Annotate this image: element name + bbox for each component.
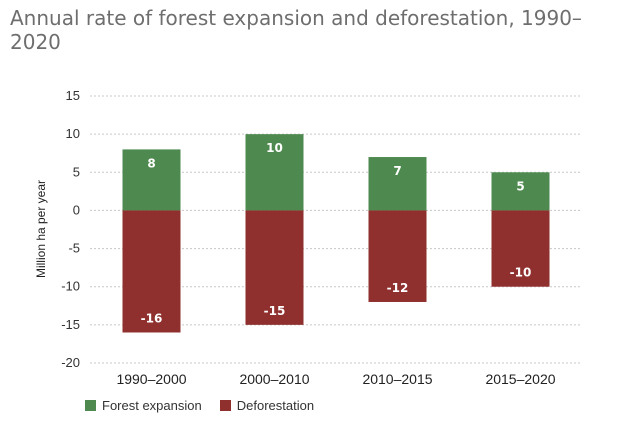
- y-tick-label: 10: [66, 126, 80, 141]
- y-axis-label: Million ha per year: [34, 180, 48, 278]
- data-label-deforestation: -10: [510, 266, 532, 280]
- legend-swatch-deforestation: [219, 400, 231, 411]
- x-category-label: 2000–2010: [239, 371, 309, 387]
- y-tick-label: -20: [61, 355, 80, 370]
- x-category-label: 1990–2000: [116, 371, 186, 387]
- bar-forest-expansion: [368, 157, 427, 211]
- chart-title: Annual rate of forest expansion and defo…: [10, 6, 582, 54]
- legend-swatch-forest-expansion: [85, 400, 96, 411]
- x-category-label: 2015–2020: [485, 371, 555, 387]
- data-label-forest-expansion: 10: [266, 141, 283, 155]
- x-category-label: 2010–2015: [362, 371, 432, 387]
- y-tick-label: 15: [66, 88, 80, 103]
- bar-forest-expansion: [491, 172, 550, 211]
- legend-item-forest-expansion: Forest expansion: [85, 398, 202, 413]
- data-label-forest-expansion: 8: [147, 156, 155, 170]
- legend-item-deforestation: Deforestation: [219, 398, 315, 413]
- bar-forest-expansion: [245, 134, 304, 211]
- y-tick-label: 0: [73, 202, 80, 217]
- y-tick-labels: 15 10 5 0 -5 -10 -15 -20: [61, 88, 80, 370]
- legend-label-deforestation: Deforestation: [236, 398, 315, 413]
- y-tick-label: -15: [61, 317, 80, 332]
- bar-deforestation: [245, 210, 304, 325]
- legend-label-forest-expansion: Forest expansion: [102, 398, 202, 413]
- data-label-deforestation: -12: [387, 281, 409, 295]
- y-tick-label: -10: [61, 279, 80, 294]
- data-label-forest-expansion: 7: [393, 164, 401, 178]
- data-label-deforestation: -15: [264, 304, 286, 318]
- data-label-deforestation: -16: [141, 311, 163, 325]
- legend: Forest expansion Deforestation: [85, 398, 314, 413]
- data-label-forest-expansion: 5: [516, 179, 524, 193]
- bar-deforestation: [491, 210, 550, 287]
- bar-deforestation: [122, 210, 181, 333]
- y-tick-label: 5: [73, 164, 80, 179]
- category-labels: 1990–2000 2000–2010 2010–2015 2015–2020: [116, 371, 555, 387]
- bars: 8 -16 10 -15 7 -12 5 -10: [122, 134, 550, 333]
- bar-forest-expansion: [122, 149, 181, 211]
- y-tick-label: -5: [68, 241, 80, 256]
- bar-deforestation: [368, 210, 427, 302]
